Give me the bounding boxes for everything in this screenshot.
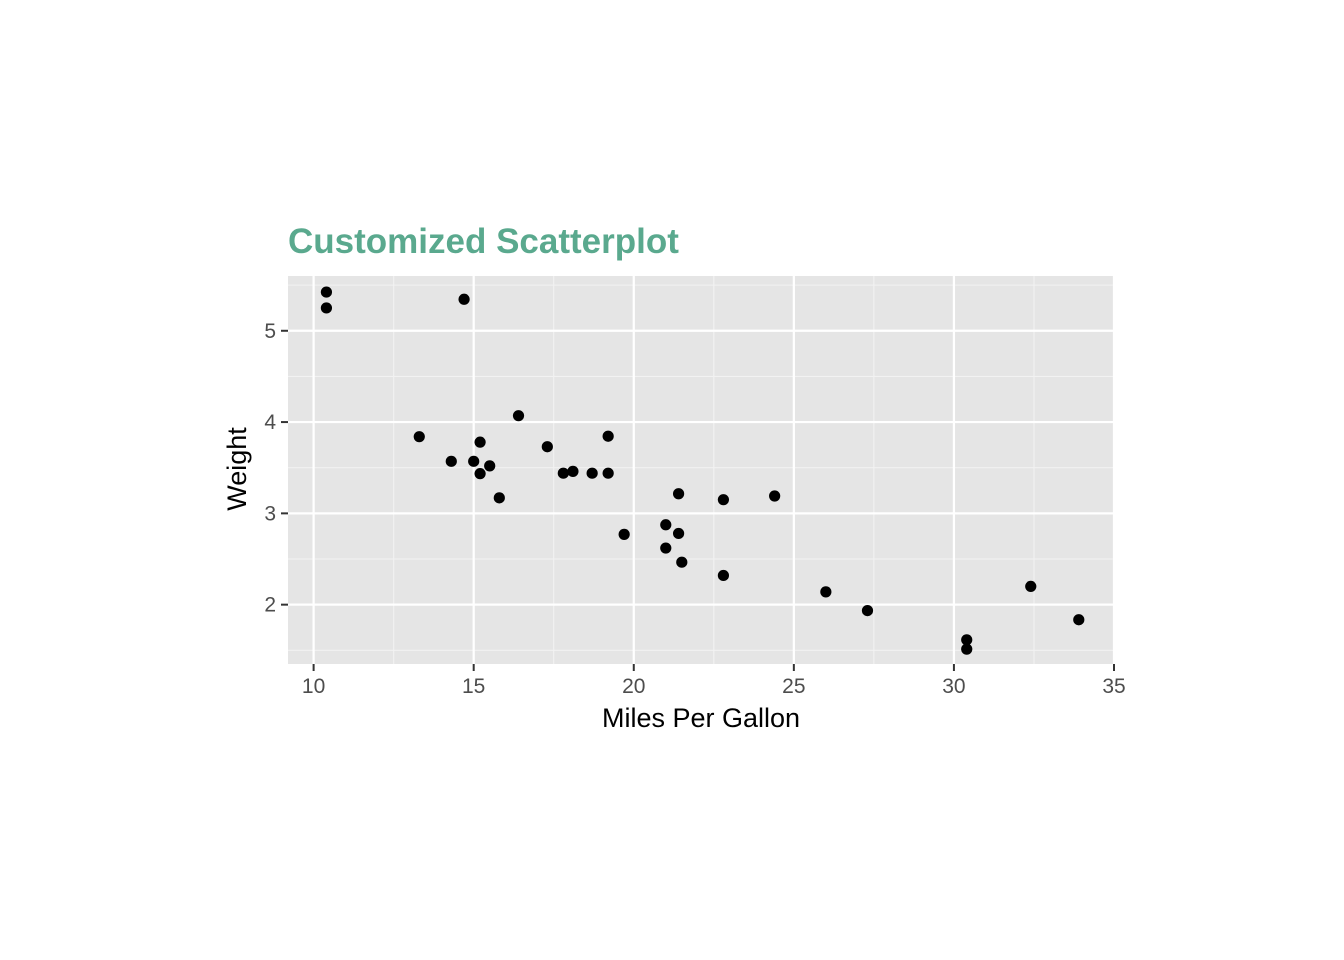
data-point [413,431,425,443]
data-point [320,302,333,314]
data-point [1073,614,1085,626]
data-point [672,527,685,540]
data-point [474,436,486,448]
data-point [468,455,480,467]
data-point [861,604,874,617]
x-tick-label: 15 [462,675,485,698]
y-tick-label: 5 [264,320,276,343]
data-point [541,441,553,453]
y-axis-title: Weight [222,427,252,511]
data-point [676,556,688,568]
data-point [320,286,333,298]
data-point [717,569,730,582]
x-tick-label: 35 [1102,675,1125,698]
data-point [672,488,685,500]
data-point [820,586,832,598]
data-point [586,467,598,479]
y-tick-label: 3 [264,502,276,525]
data-point [493,492,505,504]
data-point [618,528,630,540]
minor-gridlines [288,276,1114,664]
y-axis-ticks: 2 3 4 5 [264,320,288,617]
data-point [567,465,579,477]
x-tick-label: 30 [942,675,965,698]
data-point [769,490,781,502]
data-points [320,286,1085,655]
data-point [484,460,496,472]
data-point [602,430,614,442]
data-point [717,494,730,506]
data-point [512,410,525,422]
data-point [660,519,672,531]
data-point [602,467,614,479]
x-tick-label: 10 [302,675,325,698]
x-tick-label: 25 [782,675,805,698]
x-axis-ticks: 10 15 20 25 30 35 [302,664,1126,698]
plot-panel [288,276,1114,664]
data-point [1025,580,1037,593]
data-point [445,455,457,467]
x-axis-title: Miles Per Gallon [602,703,800,733]
data-point [660,542,672,554]
chart-title: Customized Scatterplot [288,222,679,261]
data-point [961,634,973,646]
data-point [557,467,569,479]
y-tick-label: 4 [264,411,276,434]
major-gridlines [288,276,1116,664]
x-tick-label: 20 [622,675,645,698]
data-point [961,643,973,655]
data-point [474,468,486,480]
data-point [458,293,470,305]
y-tick-label: 2 [264,594,276,617]
